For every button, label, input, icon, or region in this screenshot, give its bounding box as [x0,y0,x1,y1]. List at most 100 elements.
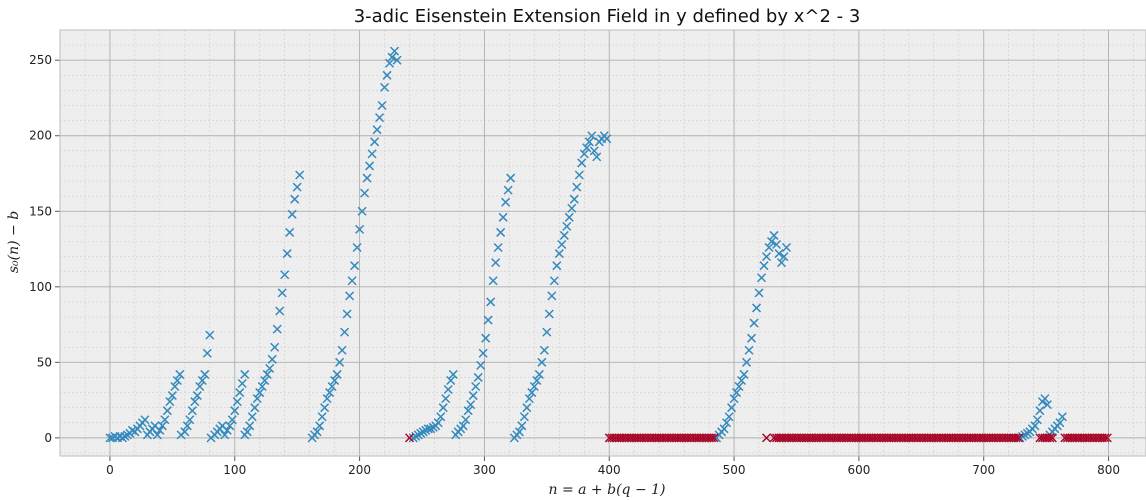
data-point [476,360,486,370]
data-point [737,375,747,385]
data-point [182,421,192,431]
data-point-zero [709,433,719,443]
data-point [742,357,752,367]
x-tick-label: 100 [223,463,246,477]
data-point [315,421,325,431]
data-point [433,418,443,428]
data-point [491,258,501,268]
data-point [544,309,554,319]
data-point [192,391,202,401]
data-point-zero [1100,433,1110,443]
data-point [347,276,357,286]
data-point [486,297,496,307]
data-point-zero [1011,433,1021,443]
data-point [370,137,380,147]
data-point [247,412,257,422]
data-point [729,394,739,404]
data-point [1030,421,1040,431]
y-tick-label: 100 [29,280,52,294]
data-point [727,403,737,413]
data-point [759,261,769,271]
data-point [443,385,453,395]
data-point [392,55,402,65]
data-point [562,221,572,231]
data-point [572,182,582,192]
data-point [190,397,200,407]
data-point [352,243,362,253]
data-point [739,369,749,379]
data-point [205,330,215,340]
data-point [481,333,491,343]
data-point [237,378,247,389]
data-point [265,363,275,373]
data-point [522,403,532,413]
data-point [282,249,292,259]
data-point [441,394,451,404]
data-point [468,391,478,401]
data-point [589,146,599,156]
data-point [446,375,456,385]
data-point [332,369,342,379]
data-point [255,388,265,398]
data-point [549,276,559,286]
data-point [360,188,370,198]
data-point [769,230,779,240]
data-point [262,369,272,379]
data-point [564,212,574,222]
data-point [242,427,252,437]
data-point [380,82,390,92]
data-point [488,276,498,286]
data-point [1035,406,1045,416]
data-point [734,381,744,392]
data-point [527,388,537,398]
data-point [170,381,180,392]
data-point [602,134,612,144]
data-point-zero [404,433,415,443]
data-point [180,427,190,437]
data-point [277,288,287,298]
data-point [537,357,547,367]
data-point [140,415,150,425]
data-point [473,372,483,382]
data-point [375,113,385,123]
data-point [776,258,787,268]
data-point [719,424,729,434]
data-point [275,306,285,316]
data-point [355,224,365,234]
data-point [252,394,262,404]
data-point [272,324,282,334]
data-point [317,412,327,422]
y-axis-label: s₀(n) − b [6,211,22,273]
data-point-zero [761,433,772,443]
data-point [1040,394,1050,404]
data-point [514,427,524,437]
data-point [493,243,503,253]
data-point [235,388,245,398]
data-point [385,58,395,68]
data-point [285,227,295,237]
data-point [335,357,345,367]
data-point [1042,400,1052,410]
data-point [267,354,277,364]
x-tick-label: 700 [972,463,995,477]
data-point [764,243,774,253]
data-point-zero [1102,433,1112,443]
data-point [554,249,564,259]
x-axis-label: n = a + b(q − 1) [548,482,665,498]
y-tick-label: 250 [29,53,52,67]
data-point [290,194,300,204]
data-point [503,185,513,195]
data-point [732,388,742,398]
x-tick-label: 500 [723,463,746,477]
data-point [367,149,377,159]
x-tick-label: 600 [847,463,870,477]
data-point [257,381,267,392]
data-point [438,403,448,413]
plot-area [60,30,1146,456]
data-point [230,406,240,416]
data-point [542,327,552,337]
data-point [187,406,197,416]
data-point [466,400,476,410]
data-point [436,412,446,422]
